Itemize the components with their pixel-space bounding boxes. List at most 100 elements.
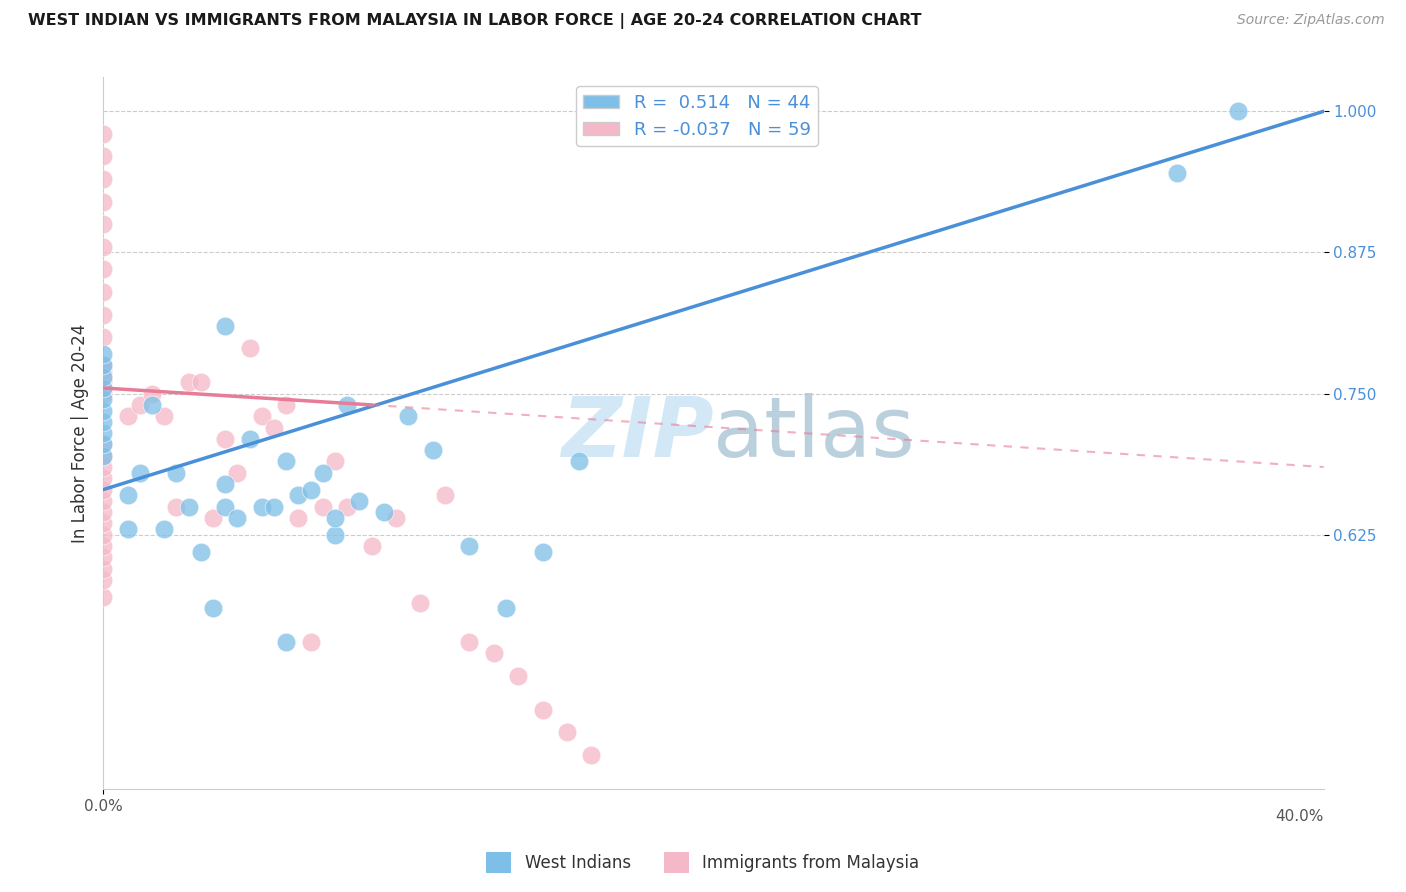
Point (128, 466, 150, 480)
Point (323, 511, 346, 525)
Point (91, 460, 114, 475)
Point (263, 420, 285, 434)
Text: ZIP: ZIP (561, 392, 713, 474)
Point (91, 381, 114, 395)
Point (91, 194, 114, 209)
Point (91, 403, 114, 417)
Point (226, 466, 249, 480)
Point (482, 646, 505, 660)
Text: Source: ZipAtlas.com: Source: ZipAtlas.com (1237, 13, 1385, 28)
Point (91, 262, 114, 277)
Point (373, 505, 395, 519)
Point (531, 703, 554, 717)
Point (177, 376, 200, 390)
Point (91, 437, 114, 451)
Point (458, 635, 481, 649)
Point (165, 500, 187, 514)
Point (349, 494, 371, 508)
Text: WEST INDIAN VS IMMIGRANTS FROM MALAYSIA IN LABOR FORCE | AGE 20-24 CORRELATION C: WEST INDIAN VS IMMIGRANTS FROM MALAYSIA … (28, 13, 921, 29)
Point (422, 443, 444, 458)
Legend: West Indians, Immigrants from Malaysia: West Indians, Immigrants from Malaysia (479, 846, 927, 880)
Point (91, 573, 114, 587)
Point (117, 488, 139, 502)
Point (91, 415, 114, 429)
Point (568, 454, 591, 468)
Point (250, 409, 273, 424)
Point (190, 376, 212, 390)
Point (263, 500, 285, 514)
Point (165, 466, 187, 480)
Point (91, 494, 114, 508)
Point (141, 398, 163, 412)
Point (396, 409, 419, 424)
Point (495, 601, 517, 615)
Point (323, 454, 346, 468)
Point (1166, 166, 1188, 180)
Point (91, 127, 114, 141)
Point (201, 601, 224, 615)
Point (91, 590, 114, 604)
Point (214, 500, 236, 514)
Point (91, 359, 114, 373)
Point (91, 149, 114, 163)
Point (336, 398, 359, 412)
Point (336, 500, 359, 514)
Point (91, 449, 114, 463)
Point (214, 432, 236, 446)
Text: 40.0%: 40.0% (1275, 809, 1323, 824)
Point (239, 342, 262, 356)
Point (91, 386, 114, 401)
Point (91, 426, 114, 441)
Point (312, 466, 335, 480)
Point (91, 217, 114, 231)
Point (91, 528, 114, 542)
Point (312, 500, 335, 514)
Point (287, 511, 309, 525)
Point (91, 369, 114, 384)
Point (531, 545, 554, 559)
Point (385, 511, 408, 525)
Point (91, 330, 114, 344)
Point (91, 550, 114, 565)
Point (91, 381, 114, 395)
Point (276, 398, 298, 412)
Point (581, 747, 603, 762)
Point (299, 483, 322, 497)
Point (91, 539, 114, 553)
Point (323, 528, 346, 542)
Point (91, 483, 114, 497)
Point (91, 505, 114, 519)
Point (239, 432, 262, 446)
Point (117, 409, 139, 424)
Point (214, 318, 236, 333)
Point (91, 240, 114, 254)
Point (1227, 104, 1250, 119)
Point (177, 500, 200, 514)
Point (91, 359, 114, 373)
Point (201, 511, 224, 525)
Point (128, 398, 150, 412)
Point (91, 285, 114, 299)
Point (91, 369, 114, 384)
Point (287, 488, 309, 502)
Point (91, 308, 114, 322)
Point (91, 437, 114, 451)
Point (91, 376, 114, 390)
Point (299, 635, 322, 649)
Point (555, 725, 578, 739)
Point (91, 172, 114, 186)
Point (117, 522, 139, 536)
Point (91, 449, 114, 463)
Point (409, 595, 432, 609)
Point (276, 454, 298, 468)
Point (190, 545, 212, 559)
Point (226, 511, 249, 525)
Point (91, 562, 114, 576)
Point (276, 635, 298, 649)
Y-axis label: In Labor Force | Age 20-24: In Labor Force | Age 20-24 (72, 324, 89, 542)
Text: atlas: atlas (713, 392, 915, 474)
Legend: R =  0.514   N = 44, R = -0.037   N = 59: R = 0.514 N = 44, R = -0.037 N = 59 (576, 87, 818, 146)
Point (214, 477, 236, 491)
Point (91, 347, 114, 361)
Point (153, 409, 176, 424)
